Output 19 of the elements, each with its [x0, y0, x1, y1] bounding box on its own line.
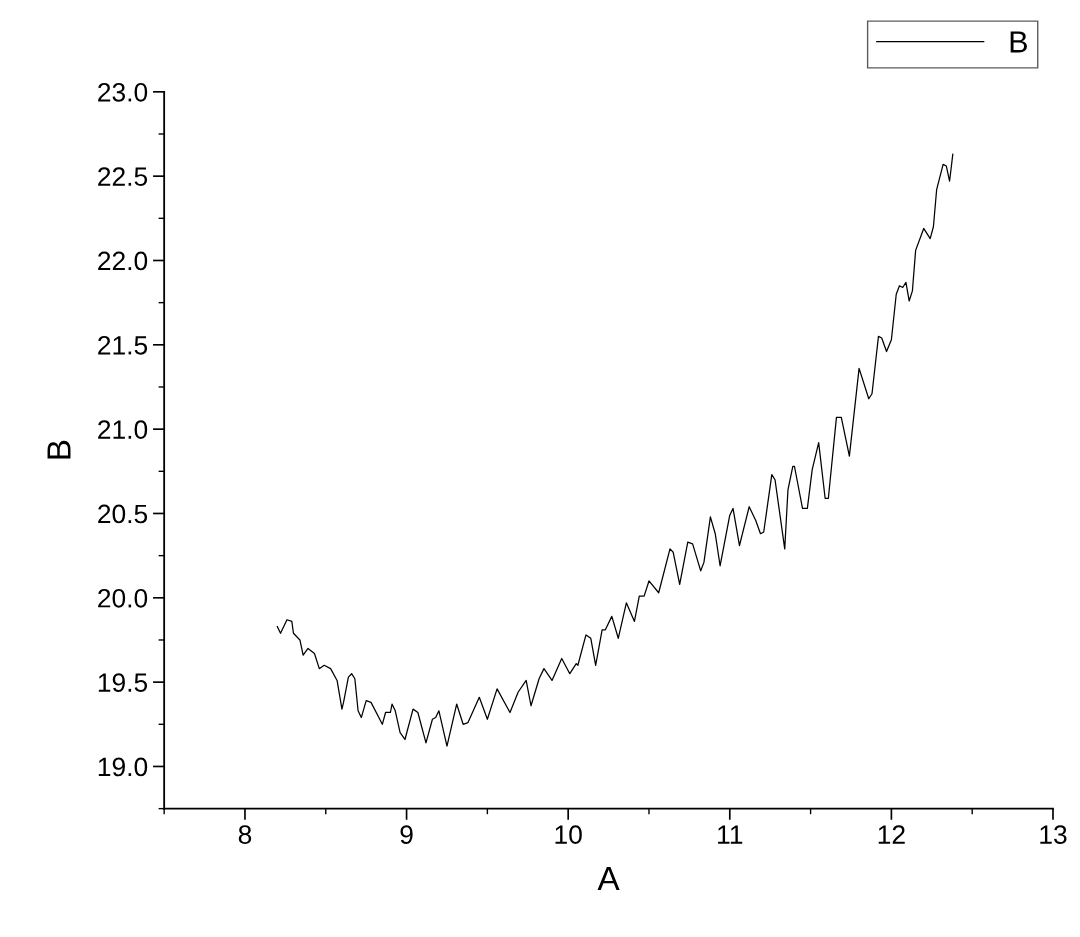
- x-tick-label: 11: [718, 825, 743, 844]
- y-axis-title: B: [47, 440, 71, 459]
- y-tick-label: 21.0: [98, 420, 148, 439]
- y-tick-label: 19.5: [98, 673, 148, 692]
- y-tick-label: 22.0: [98, 251, 148, 271]
- y-tick-label: 20.5: [98, 504, 148, 524]
- x-tick-label: 12: [878, 825, 905, 844]
- y-tick-label: 20.0: [98, 588, 148, 608]
- x-tick-label: 10: [555, 825, 582, 844]
- legend-label: B: [1010, 31, 1027, 53]
- y-tick-label: 22.5: [98, 167, 148, 186]
- line-series: [276, 153, 954, 747]
- y-tick-label: 23.0: [98, 82, 148, 102]
- x-axis-title: A: [597, 867, 620, 891]
- y-tick-label: 21.5: [98, 335, 148, 355]
- x-tick-label: 8: [238, 825, 252, 844]
- y-tick-label: 19.0: [98, 757, 148, 777]
- x-tick-label: 9: [400, 825, 413, 844]
- x-tick-label: 13: [1040, 825, 1067, 844]
